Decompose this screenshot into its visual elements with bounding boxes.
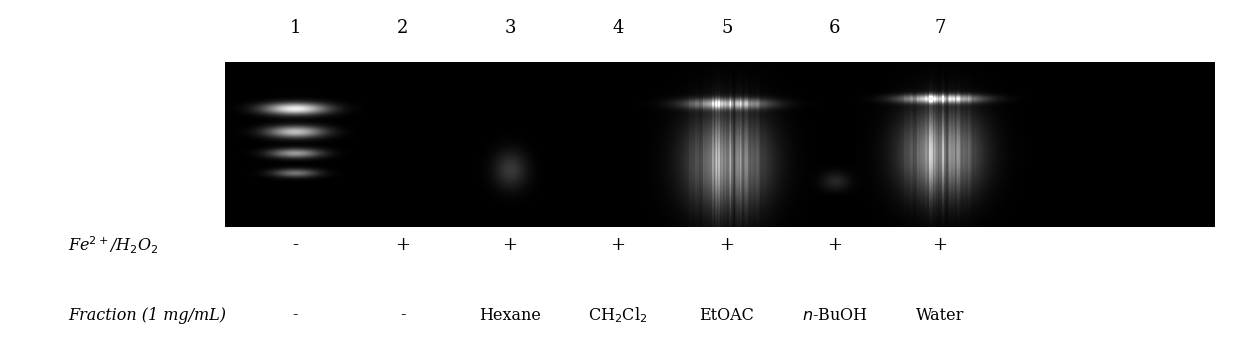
- Text: 7: 7: [934, 19, 946, 37]
- Text: -: -: [292, 236, 298, 254]
- Text: -: -: [401, 306, 406, 324]
- Text: Hexane: Hexane: [479, 306, 541, 324]
- Bar: [225, 62, 1215, 227]
- Text: +: +: [933, 236, 948, 254]
- Text: Fraction (1 mg/mL): Fraction (1 mg/mL): [68, 306, 226, 324]
- Text: 3: 3: [505, 19, 516, 37]
- Text: Water: Water: [915, 306, 964, 324]
- Text: +: +: [611, 236, 626, 254]
- Text: 4: 4: [612, 19, 623, 37]
- Text: 5: 5: [721, 19, 732, 37]
- Text: +: +: [396, 236, 411, 254]
- Text: CH$_2$Cl$_2$: CH$_2$Cl$_2$: [589, 305, 648, 325]
- Text: EtOAC: EtOAC: [700, 306, 755, 324]
- Text: +: +: [828, 236, 842, 254]
- Text: 1: 1: [289, 19, 301, 37]
- Text: -: -: [292, 306, 298, 324]
- Text: 2: 2: [397, 19, 408, 37]
- Text: +: +: [502, 236, 517, 254]
- Text: +: +: [720, 236, 735, 254]
- Text: $n$-BuOH: $n$-BuOH: [802, 306, 868, 324]
- Text: Fe$^{2+}$/H$_2$O$_2$: Fe$^{2+}$/H$_2$O$_2$: [68, 234, 158, 256]
- Text: 6: 6: [829, 19, 841, 37]
